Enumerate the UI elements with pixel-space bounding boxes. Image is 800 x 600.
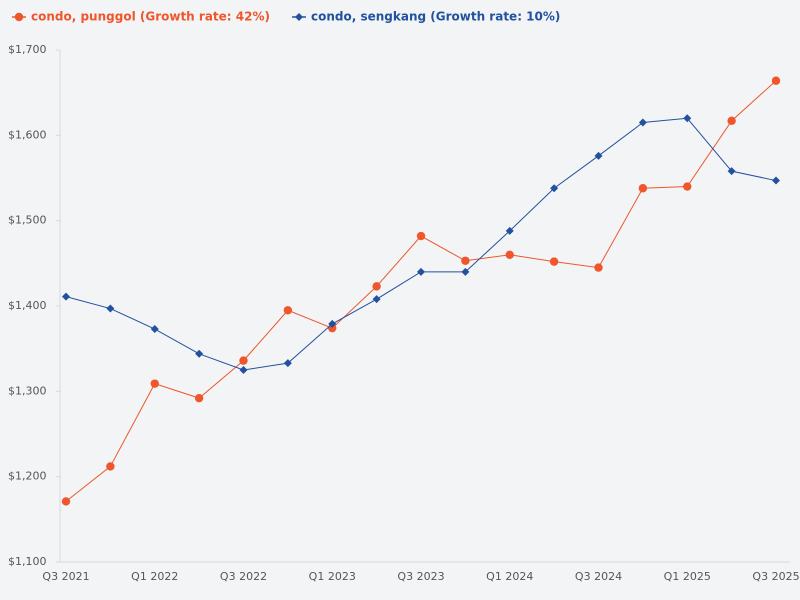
data-point (727, 167, 736, 176)
data-point (461, 267, 470, 276)
legend-marker (14, 12, 24, 22)
data-point (638, 184, 648, 193)
data-point (106, 304, 115, 313)
data-point (638, 118, 647, 127)
x-tick-label: Q3 2023 (397, 570, 444, 583)
x-tick-label: Q3 2021 (42, 570, 89, 583)
legend-label: condo, punggol (Growth rate: 42%) (31, 10, 270, 24)
data-point (106, 462, 115, 471)
data-point (283, 306, 293, 315)
data-point (61, 497, 71, 506)
x-tick-label: Q1 2025 (664, 570, 711, 583)
data-point (239, 356, 248, 365)
x-tick-label: Q1 2022 (131, 570, 178, 583)
data-point (594, 151, 603, 160)
legend-marker (294, 13, 303, 21)
data-point (62, 292, 70, 301)
y-tick-label: $1,700 (8, 43, 47, 56)
data-point (550, 184, 559, 193)
y-tick-label: $1,600 (8, 128, 47, 141)
data-point (150, 379, 159, 388)
data-point (594, 263, 603, 272)
y-tick-label: $1,100 (8, 555, 47, 568)
data-point (771, 76, 781, 85)
data-point (195, 349, 204, 358)
data-point (239, 366, 248, 374)
x-tick-label: Q3 2025 (752, 570, 799, 583)
data-point (772, 176, 780, 185)
data-point (683, 114, 692, 123)
data-point (461, 256, 470, 265)
data-point (416, 231, 426, 241)
x-tick-label: Q1 2024 (486, 570, 533, 583)
data-point (328, 319, 337, 328)
data-point (727, 116, 736, 126)
data-point (505, 226, 514, 235)
y-tick-label: $1,500 (8, 214, 47, 227)
x-tick-label: Q1 2023 (309, 570, 356, 583)
y-tick-label: $1,300 (8, 384, 47, 397)
x-tick-label: Q3 2024 (575, 570, 622, 583)
data-point (372, 295, 381, 304)
data-point (683, 182, 692, 191)
y-tick-label: $1,400 (8, 299, 47, 312)
data-point (283, 359, 292, 368)
data-point (150, 325, 159, 334)
data-point (194, 393, 204, 403)
x-tick-label: Q3 2022 (220, 570, 267, 583)
legend-label: condo, sengkang (Growth rate: 10%) (311, 10, 560, 24)
data-point (417, 267, 425, 276)
data-point (505, 250, 514, 259)
y-tick-label: $1,200 (8, 470, 47, 483)
data-point (549, 257, 559, 266)
data-point (372, 282, 381, 291)
